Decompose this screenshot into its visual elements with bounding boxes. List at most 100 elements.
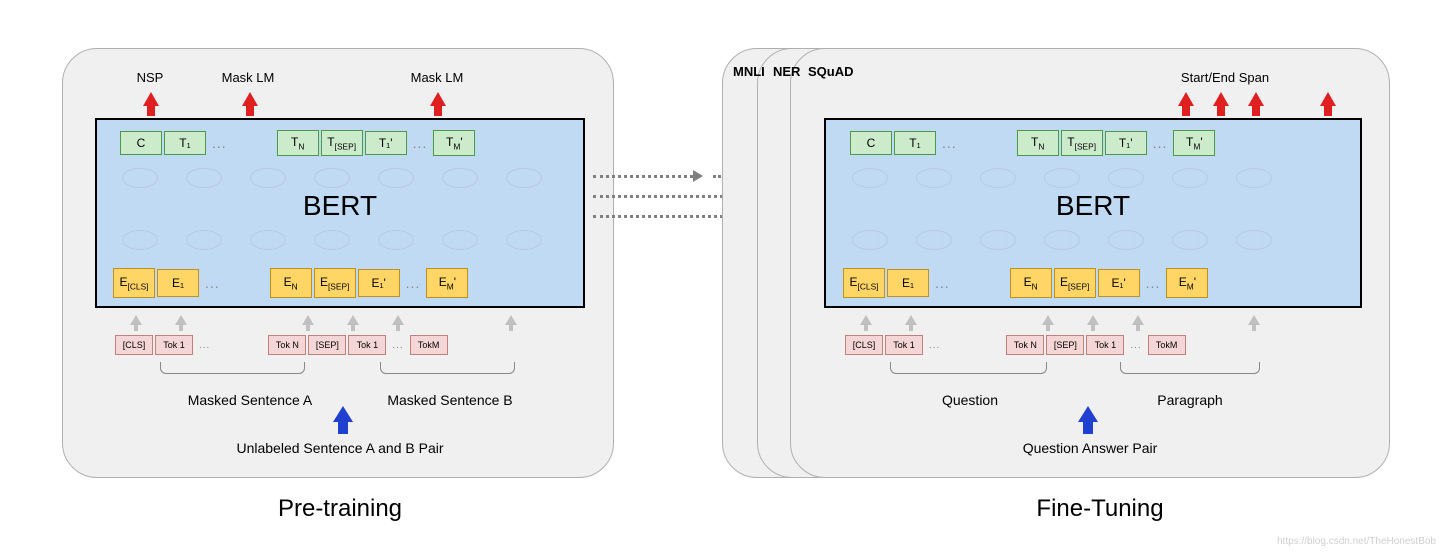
hidden-layer — [852, 230, 1272, 250]
emb-row-left: E[CLS] E₁ ... EN E[SEP] E₁' ... EM' — [113, 268, 468, 298]
gray-arrow — [175, 315, 187, 325]
emb-row-right: E[CLS] E₁ ... EN E[SEP] E₁' ... EM' — [843, 268, 1208, 298]
dots: ... — [402, 275, 425, 291]
masklm-2: Mask LM — [402, 70, 472, 85]
gray-arrow — [905, 315, 917, 325]
emb-token: E[SEP] — [1054, 268, 1096, 298]
input-token: Tok 1 — [1086, 335, 1124, 355]
emb-token: E₁ — [157, 269, 199, 297]
emb-token: EN — [1010, 268, 1052, 298]
output-token: TM' — [433, 130, 475, 156]
gray-arrow — [1087, 315, 1099, 325]
input-token: Tok N — [1006, 335, 1044, 355]
gray-arrow — [347, 315, 359, 325]
input-token: TokM — [410, 335, 448, 355]
mnli-label: MNLI — [733, 64, 765, 79]
output-token: C — [850, 131, 892, 155]
sent-b-right: Paragraph — [1115, 392, 1265, 408]
red-arrow — [1213, 92, 1229, 106]
input-token: [SEP] — [308, 335, 346, 355]
input-token: [CLS] — [115, 335, 153, 355]
bert-label-left: BERT — [97, 190, 583, 222]
input-token: [SEP] — [1046, 335, 1084, 355]
gray-arrow — [1042, 315, 1054, 325]
emb-token: E₁ — [887, 269, 929, 297]
dots: ... — [1126, 340, 1145, 351]
emb-token: E₁' — [358, 269, 400, 297]
dots: ... — [201, 275, 224, 291]
bert-label-right: BERT — [826, 190, 1360, 222]
masklm-1: Mask LM — [213, 70, 283, 85]
output-token: TN — [277, 130, 319, 156]
blue-arrow — [333, 406, 353, 422]
span-label: Start/End Span — [1165, 70, 1285, 85]
red-arrow — [1178, 92, 1194, 106]
input-token: [CLS] — [845, 335, 883, 355]
output-token: T₁' — [1105, 131, 1147, 155]
dots: ... — [938, 135, 961, 151]
input-token: Tok N — [268, 335, 306, 355]
emb-token: EN — [270, 268, 312, 298]
red-arrow — [143, 92, 159, 106]
gray-arrow — [1248, 315, 1260, 325]
title-left: Pre-training — [250, 495, 430, 523]
bracket-a — [160, 362, 305, 374]
hidden-layer — [122, 168, 542, 188]
bottom-right: Question Answer Pair — [980, 440, 1200, 456]
output-token: TM' — [1173, 130, 1215, 156]
bracket-a-r — [890, 362, 1047, 374]
tok-row-left: [CLS] Tok 1 ... Tok N [SEP] Tok 1 ... To… — [115, 335, 448, 355]
dots: ... — [208, 135, 231, 151]
output-token: T[SEP] — [321, 130, 363, 156]
bottom-left: Unlabeled Sentence A and B Pair — [200, 440, 480, 456]
sent-a-right: Question — [895, 392, 1045, 408]
input-token: TokM — [1148, 335, 1186, 355]
input-token: Tok 1 — [348, 335, 386, 355]
dots: ... — [931, 275, 954, 291]
output-row-left: C T₁ ... TN T[SEP] T₁' ... TM' — [120, 130, 475, 156]
gray-arrow — [302, 315, 314, 325]
red-arrow — [242, 92, 258, 106]
input-token: Tok 1 — [155, 335, 193, 355]
gray-arrow — [392, 315, 404, 325]
dots: ... — [195, 340, 214, 351]
hidden-layer — [122, 230, 542, 250]
tok-row-right: [CLS] Tok 1 ... Tok N [SEP] Tok 1 ... To… — [845, 335, 1186, 355]
red-arrow — [430, 92, 446, 106]
dots: ... — [1149, 135, 1172, 151]
dots: ... — [409, 135, 432, 151]
emb-token: EM' — [1166, 268, 1208, 298]
input-token: Tok 1 — [885, 335, 923, 355]
emb-token: E[SEP] — [314, 268, 356, 298]
output-token: TN — [1017, 130, 1059, 156]
output-token: T[SEP] — [1061, 130, 1103, 156]
output-token: T₁ — [894, 131, 936, 155]
sent-a-left: Masked Sentence A — [160, 392, 340, 408]
dots: ... — [388, 340, 407, 351]
emb-token: E[CLS] — [843, 268, 885, 298]
gray-arrow — [505, 315, 517, 325]
output-token: C — [120, 131, 162, 155]
emb-token: E[CLS] — [113, 268, 155, 298]
squad-label: SQuAD — [808, 64, 854, 79]
bracket-b — [380, 362, 515, 374]
title-right: Fine-Tuning — [1010, 495, 1190, 523]
ner-label: NER — [773, 64, 800, 79]
gray-arrow — [130, 315, 142, 325]
watermark: https://blog.csdn.net/TheHonestBob — [1277, 536, 1436, 547]
blue-arrow — [1078, 406, 1098, 422]
red-arrow — [1320, 92, 1336, 106]
dots: ... — [1142, 275, 1165, 291]
emb-token: E₁' — [1098, 269, 1140, 297]
gray-arrow — [860, 315, 872, 325]
emb-token: EM' — [426, 268, 468, 298]
output-token: T₁' — [365, 131, 407, 155]
gray-arrow — [1132, 315, 1144, 325]
output-token: T₁ — [164, 131, 206, 155]
bracket-b-r — [1120, 362, 1260, 374]
nsp-label: NSP — [125, 70, 175, 85]
red-arrow — [1248, 92, 1264, 106]
output-row-right: C T₁ ... TN T[SEP] T₁' ... TM' — [850, 130, 1215, 156]
hidden-layer — [852, 168, 1272, 188]
sent-b-left: Masked Sentence B — [360, 392, 540, 408]
